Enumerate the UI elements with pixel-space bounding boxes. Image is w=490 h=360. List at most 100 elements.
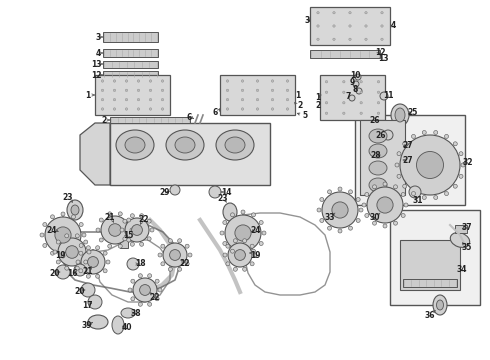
Bar: [103, 32, 158, 42]
Circle shape: [108, 244, 112, 248]
Circle shape: [453, 184, 457, 188]
Circle shape: [422, 131, 426, 135]
Ellipse shape: [450, 233, 470, 247]
Circle shape: [338, 229, 342, 233]
Circle shape: [259, 220, 263, 225]
Text: 22: 22: [150, 293, 160, 302]
Circle shape: [332, 202, 348, 218]
Circle shape: [383, 224, 387, 228]
Ellipse shape: [391, 157, 399, 167]
Circle shape: [140, 214, 144, 218]
Circle shape: [317, 12, 319, 14]
Circle shape: [360, 112, 363, 114]
Circle shape: [147, 302, 151, 306]
Bar: [95, 75, 170, 115]
Bar: [403, 279, 457, 287]
Circle shape: [230, 249, 235, 253]
Text: 23: 23: [218, 194, 228, 202]
Circle shape: [377, 102, 380, 104]
Text: 6: 6: [186, 112, 192, 122]
Circle shape: [86, 274, 90, 278]
Circle shape: [96, 274, 99, 278]
Circle shape: [241, 108, 244, 110]
Text: 33: 33: [325, 212, 335, 221]
Text: 32: 32: [463, 158, 473, 166]
Circle shape: [125, 218, 149, 242]
Circle shape: [412, 134, 416, 139]
Circle shape: [325, 81, 328, 83]
Circle shape: [349, 95, 355, 101]
Circle shape: [118, 244, 122, 248]
Text: 35: 35: [462, 243, 472, 252]
Circle shape: [74, 264, 86, 276]
Circle shape: [230, 213, 235, 217]
Circle shape: [434, 131, 438, 135]
Circle shape: [223, 242, 227, 246]
Circle shape: [359, 208, 363, 212]
Bar: [120, 223, 128, 248]
Text: 9: 9: [349, 77, 355, 86]
Circle shape: [101, 89, 104, 91]
Circle shape: [365, 213, 369, 217]
Bar: [320, 75, 385, 120]
Polygon shape: [80, 123, 110, 185]
Circle shape: [444, 134, 448, 139]
Circle shape: [333, 38, 335, 41]
Ellipse shape: [369, 129, 387, 143]
Circle shape: [87, 250, 91, 254]
Circle shape: [256, 80, 259, 82]
Circle shape: [349, 12, 351, 14]
Text: 3: 3: [304, 15, 310, 24]
Text: 13: 13: [378, 54, 388, 63]
Text: 16: 16: [67, 269, 77, 278]
Circle shape: [96, 246, 99, 250]
Text: 39: 39: [82, 320, 92, 329]
Text: 20: 20: [75, 287, 85, 296]
Circle shape: [241, 80, 244, 82]
Circle shape: [79, 243, 83, 248]
Circle shape: [137, 80, 140, 82]
Text: 1: 1: [85, 90, 91, 99]
Circle shape: [397, 152, 401, 156]
Circle shape: [223, 253, 227, 257]
Circle shape: [43, 243, 47, 248]
Circle shape: [459, 152, 463, 156]
Circle shape: [459, 174, 463, 178]
Circle shape: [138, 302, 143, 306]
Circle shape: [251, 213, 255, 217]
Bar: [110, 123, 270, 185]
Text: 23: 23: [63, 193, 73, 202]
Circle shape: [356, 88, 362, 94]
Text: 21: 21: [105, 212, 115, 221]
Circle shape: [147, 237, 151, 241]
Circle shape: [241, 210, 245, 214]
Bar: [360, 120, 405, 195]
Circle shape: [233, 239, 237, 243]
Text: 21: 21: [83, 267, 93, 276]
Circle shape: [137, 99, 140, 101]
Ellipse shape: [71, 205, 79, 215]
Circle shape: [130, 214, 134, 218]
Ellipse shape: [391, 104, 409, 126]
Text: 31: 31: [413, 195, 423, 204]
Circle shape: [360, 81, 363, 83]
Circle shape: [128, 288, 132, 292]
Ellipse shape: [216, 130, 254, 160]
Circle shape: [169, 267, 172, 271]
Circle shape: [131, 279, 135, 283]
Circle shape: [377, 91, 380, 94]
Bar: [310, 50, 380, 58]
Circle shape: [453, 142, 457, 146]
Circle shape: [250, 262, 254, 266]
Circle shape: [125, 99, 128, 101]
Circle shape: [125, 108, 128, 110]
Circle shape: [327, 190, 332, 194]
Circle shape: [235, 249, 245, 260]
Circle shape: [380, 92, 388, 100]
Circle shape: [84, 260, 88, 264]
Circle shape: [256, 108, 259, 110]
Circle shape: [243, 267, 246, 271]
Circle shape: [381, 38, 383, 41]
Circle shape: [188, 253, 192, 257]
Circle shape: [286, 108, 289, 110]
